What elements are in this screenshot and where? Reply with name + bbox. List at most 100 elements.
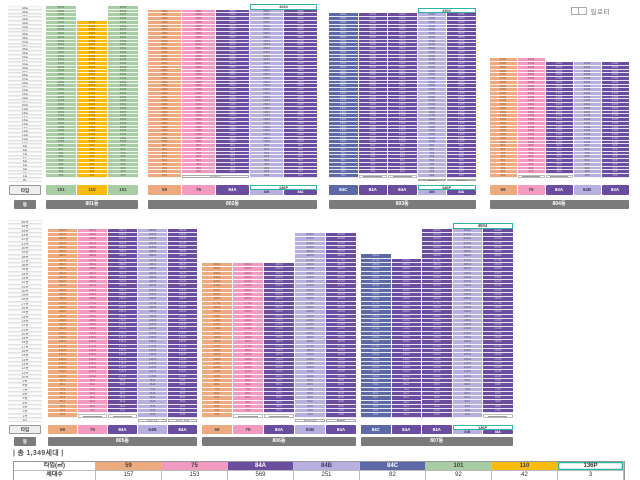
unit-cell: 304: [573, 166, 601, 171]
unit-cell: 3001: [202, 288, 232, 294]
unit-cell: 1601: [46, 118, 76, 122]
unit-cell: 1303: [264, 361, 294, 367]
unit-cell: 2802: [358, 73, 387, 77]
unit-cell: 2705: [483, 301, 513, 306]
total-households-title: | 총 1,349세대 |: [13, 450, 64, 457]
unit-cell: 2905: [601, 69, 629, 74]
unit-cell: 2405: [326, 314, 356, 319]
unit-cell: 1702: [517, 114, 545, 119]
summary-type-header: 타입(㎡): [14, 461, 96, 471]
unit-cell: 2301: [46, 91, 76, 96]
unit-cell: 1205: [284, 132, 317, 137]
unit-cell: 1601: [48, 348, 77, 354]
unit-cell: 2301: [148, 91, 181, 96]
unit-cell: 305: [168, 404, 197, 410]
unit-cell: 902: [233, 379, 263, 384]
unit-cell: 2703: [264, 301, 294, 306]
summary-count-cell: 42: [492, 471, 558, 480]
basement-label: B1: [8, 178, 42, 182]
unit-cell: 504: [573, 159, 601, 163]
unit-cell: 403: [216, 162, 249, 167]
unit-cell: 2503: [216, 84, 249, 89]
floor-label: 20층: [8, 331, 42, 337]
unit-cell: 2403: [422, 314, 452, 319]
unit-cell: 2604: [250, 80, 283, 85]
unit-cell: 2603: [545, 80, 573, 85]
unit-cell: 705: [601, 151, 629, 156]
unit-cell: 802: [78, 383, 107, 388]
unit-column: 3601 3501 3401 3301 3201 3101 3001 2901 2801 2701…: [202, 263, 232, 418]
unit-cell: 3001: [148, 65, 181, 70]
unit-cell: 1104: [417, 136, 446, 141]
unit-cell: 3705: [447, 39, 476, 44]
floor-label: 17층: [8, 114, 42, 119]
floor-label: 1층: [8, 174, 42, 179]
unit-cell: 2501: [329, 84, 358, 89]
unit-cell: 1001: [361, 374, 391, 380]
unit-cell: 1201: [329, 132, 358, 137]
unit-cell: 4503: [108, 9, 138, 14]
unit-cell: 3604: [295, 262, 325, 268]
unit-cell: 903: [108, 144, 138, 148]
unit-cell: 1702: [391, 344, 421, 349]
unit-cell: 4102: [358, 24, 387, 29]
unit-cell: 3505: [284, 47, 317, 51]
unit-cell: 1405: [284, 125, 317, 130]
unit-cell: 2003: [264, 331, 294, 337]
unit-cell: 4005: [447, 28, 476, 33]
unit-cell: 1905: [483, 336, 513, 341]
unit-cell: 3102: [78, 284, 107, 289]
unit-cell: 501: [148, 159, 181, 163]
unit-cell: 1802: [391, 340, 421, 345]
dong-label-bar: 804동: [489, 199, 629, 209]
unit-cell: 3204: [295, 280, 325, 285]
unit-cell: 1005: [447, 140, 476, 145]
unit-cell: 4103: [216, 24, 249, 29]
floor-label: 43층: [8, 17, 42, 22]
floor-label: 5층: [8, 396, 42, 401]
unit-cell: 203: [216, 170, 249, 175]
unit-cell: 3603: [388, 43, 417, 48]
type-chip-136p: 136P: [250, 184, 317, 191]
unit-cell: 803: [216, 147, 249, 152]
unit-cell: 304: [452, 404, 482, 410]
floor-label: 37층: [8, 39, 42, 44]
unit-cell: 105: [168, 413, 197, 418]
unit-cell: 1304: [295, 361, 325, 367]
unit-cell: 3101: [46, 62, 76, 66]
unit-cell: 1401: [361, 357, 391, 362]
unit-cell: 2103: [216, 99, 249, 104]
unit-cell: 2901: [361, 293, 391, 298]
unit-cell: 1005: [168, 374, 197, 379]
unit-cell: 3001: [329, 65, 358, 70]
unit-cell: 602: [517, 155, 545, 160]
type-chip: 84A: [326, 424, 356, 435]
unit-cell: 3301: [46, 54, 76, 59]
unit-cell: 2805: [284, 73, 317, 77]
unit-cell: 2203: [545, 95, 573, 100]
unit-cell: 1703: [216, 114, 249, 119]
unit-cell: 2402: [77, 88, 107, 92]
type-row: 84C 84A 84A 136P 84B 84A: [361, 424, 513, 435]
unit-cell: 1404: [295, 357, 325, 362]
unit-cell: 402: [391, 400, 421, 405]
unit-cell: 1201: [48, 366, 77, 371]
type-summary-table: 타입(㎡) 59 75 84A 84B 84C 101 110 136P 세대수 157 153 569…: [13, 460, 625, 480]
unit-cell: 3903: [388, 32, 417, 36]
unit-cell: 703: [108, 151, 138, 156]
unit-cell: 3001: [361, 288, 391, 294]
unit-cell: 2803: [108, 73, 138, 77]
unit-cell: 2405: [601, 88, 629, 92]
unit-cell: 1504: [417, 121, 446, 126]
unit-cell: 4103: [108, 24, 138, 29]
unit-cell: 204: [452, 409, 482, 414]
unit-cell: 3201: [489, 58, 517, 63]
unit-cell: 1103: [216, 136, 249, 141]
unit-cell: 3105: [447, 62, 476, 66]
unit-cell: 4403: [388, 13, 417, 18]
unit-cell: 3002: [391, 288, 421, 294]
unit-cell: 1202: [77, 132, 107, 137]
unit-cell: 805: [168, 383, 197, 388]
unit-cell: 1302: [391, 361, 421, 367]
unit-cell: 704: [573, 151, 601, 156]
